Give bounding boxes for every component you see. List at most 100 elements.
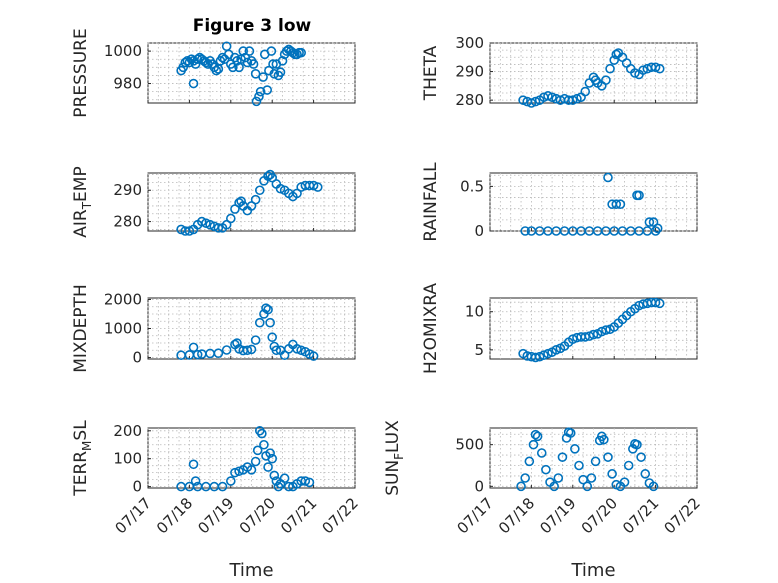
data-point	[605, 63, 615, 74]
data-point	[601, 75, 611, 85]
data-point	[261, 303, 271, 313]
data-point	[279, 473, 290, 484]
data-point	[211, 65, 222, 76]
data-point	[634, 190, 644, 201]
data-point	[636, 452, 646, 462]
data-point	[188, 459, 199, 470]
data-point	[283, 481, 294, 492]
y-tick-label: 290	[455, 63, 484, 81]
y-tick-label: 980	[113, 75, 142, 93]
data-point	[262, 85, 273, 95]
data-point	[532, 431, 543, 442]
y-tick-label: 0	[132, 478, 142, 496]
data-point	[265, 317, 275, 328]
data-point	[528, 439, 539, 450]
data-point	[188, 78, 199, 89]
y-axis-label: TERRMSL	[71, 420, 94, 497]
data-point	[300, 476, 311, 486]
subplot-rainfall: 0 0.5 RAINFALL	[421, 162, 698, 242]
data-point	[623, 460, 634, 471]
data-point	[251, 96, 262, 107]
data-point	[654, 298, 665, 309]
data-point	[263, 171, 273, 181]
data-point	[184, 226, 195, 236]
data-point	[551, 345, 562, 355]
data-point	[246, 465, 257, 475]
data-point	[650, 297, 661, 308]
x-tick-label: 07/20	[578, 494, 621, 537]
y-tick-label: 0	[474, 477, 484, 495]
y-tick-label: 0	[132, 349, 142, 367]
data-point	[565, 428, 576, 438]
y-tick-label: 280	[455, 91, 484, 109]
data-point	[580, 332, 591, 342]
data-point	[258, 72, 268, 82]
x-tick-label: 07/22	[319, 494, 362, 537]
data-point	[178, 62, 188, 73]
data-point	[250, 335, 261, 345]
data-point	[244, 46, 255, 56]
data-point	[257, 428, 267, 439]
data-point	[644, 217, 655, 227]
data-point	[281, 46, 292, 56]
data-point	[232, 338, 242, 348]
data-point	[615, 199, 626, 210]
data-point	[213, 223, 224, 233]
data-point	[638, 65, 648, 75]
data-point	[259, 439, 269, 450]
data-point	[652, 223, 663, 234]
data-point	[524, 456, 535, 467]
data-point	[277, 56, 288, 66]
y-tick-label: 5	[474, 341, 484, 359]
data-point	[601, 325, 611, 335]
data-point	[205, 219, 215, 230]
x-tick-label: 07/17	[454, 494, 497, 537]
data-point	[570, 444, 580, 454]
data-point	[248, 59, 259, 69]
subplot-theta: 280 290 300 THETA	[421, 34, 698, 109]
data-point	[557, 452, 568, 462]
data-point	[539, 350, 549, 360]
data-point	[254, 185, 265, 196]
data-point	[619, 477, 630, 487]
data-point	[226, 213, 236, 224]
subplot-air-temp: 280 290 AIRTEMP	[71, 166, 356, 238]
data-point	[572, 93, 582, 104]
data-point	[308, 180, 319, 191]
y-axis-label: RAINFALL	[421, 162, 441, 242]
x-tick-label: 07/19	[194, 494, 237, 537]
data-point	[603, 452, 613, 462]
data-point	[596, 326, 607, 337]
data-point	[611, 199, 622, 210]
data-point	[516, 481, 526, 492]
y-tick-label: 10	[465, 303, 484, 321]
x-tick-label: 07/20	[236, 494, 279, 537]
data-point	[201, 218, 211, 228]
data-point	[263, 462, 273, 472]
data-point	[530, 352, 541, 363]
y-tick-label: 1000	[104, 320, 142, 338]
data-point	[584, 331, 595, 341]
data-point	[236, 196, 246, 207]
data-point	[252, 445, 263, 456]
x-axis-label: Time	[570, 560, 615, 581]
data-point	[530, 96, 541, 107]
y-tick-label: 500	[455, 436, 484, 454]
data-point	[541, 464, 551, 475]
data-point	[582, 481, 593, 492]
data-point	[188, 342, 199, 353]
x-tick-label: 07/21	[619, 494, 662, 537]
data-point	[269, 470, 280, 481]
x-axis-label: Time	[228, 560, 273, 581]
y-tick-label: 100	[113, 450, 142, 468]
data-point	[553, 473, 564, 483]
data-point	[304, 477, 315, 488]
data-point	[308, 351, 319, 361]
data-point	[192, 349, 203, 360]
data-point	[242, 345, 253, 356]
y-tick-label: 0.5	[460, 177, 484, 195]
data-point	[255, 86, 266, 97]
data-point	[192, 54, 203, 65]
subplot-pressure: 980 1000 PRESSURE	[71, 28, 356, 118]
